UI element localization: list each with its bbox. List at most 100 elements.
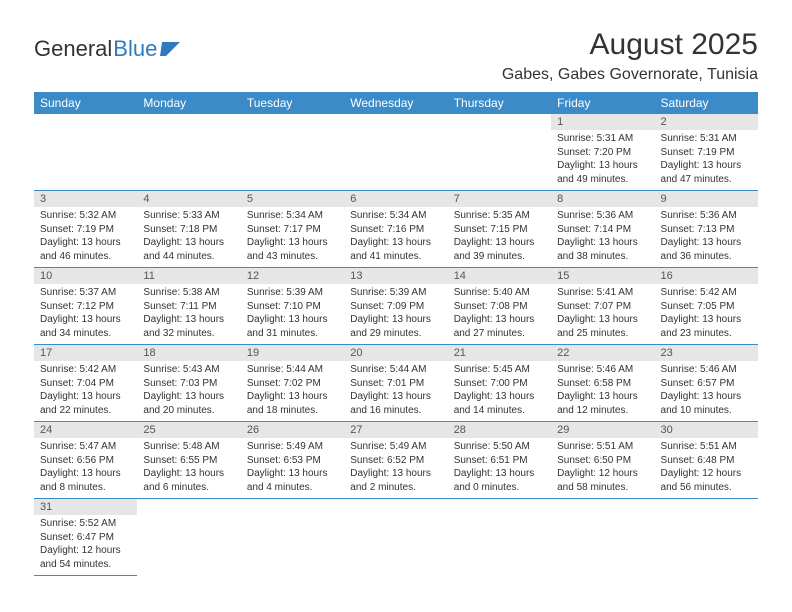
calendar-day-cell: .....: [344, 114, 447, 191]
day-detail: Sunrise: 5:47 AMSunset: 6:56 PMDaylight:…: [34, 438, 137, 498]
calendar-day-cell: 25Sunrise: 5:48 AMSunset: 6:55 PMDayligh…: [137, 422, 240, 499]
calendar-day-cell: 20Sunrise: 5:44 AMSunset: 7:01 PMDayligh…: [344, 345, 447, 422]
day-number: 29: [551, 422, 654, 438]
day-detail: Sunrise: 5:52 AMSunset: 6:47 PMDaylight:…: [34, 515, 137, 575]
sunrise-text: Sunrise: 5:34 AM: [247, 209, 338, 223]
daylight-text: Daylight: 13 hours and 46 minutes.: [40, 236, 131, 263]
daylight-text: Daylight: 13 hours and 12 minutes.: [557, 390, 648, 417]
calendar-week-row: 17Sunrise: 5:42 AMSunset: 7:04 PMDayligh…: [34, 345, 758, 422]
day-detail: Sunrise: 5:35 AMSunset: 7:15 PMDaylight:…: [448, 207, 551, 267]
calendar-table: Sunday Monday Tuesday Wednesday Thursday…: [34, 92, 758, 576]
day-detail: Sunrise: 5:36 AMSunset: 7:14 PMDaylight:…: [551, 207, 654, 267]
sunrise-text: Sunrise: 5:52 AM: [40, 517, 131, 531]
calendar-day-cell: 8Sunrise: 5:36 AMSunset: 7:14 PMDaylight…: [551, 191, 654, 268]
day-number: 23: [655, 345, 758, 361]
sunrise-text: Sunrise: 5:42 AM: [661, 286, 752, 300]
day-detail: Sunrise: 5:43 AMSunset: 7:03 PMDaylight:…: [137, 361, 240, 421]
day-detail: Sunrise: 5:51 AMSunset: 6:48 PMDaylight:…: [655, 438, 758, 498]
day-number: 27: [344, 422, 447, 438]
sunrise-text: Sunrise: 5:39 AM: [350, 286, 441, 300]
calendar-week-row: .........................1Sunrise: 5:31 …: [34, 114, 758, 191]
sunrise-text: Sunrise: 5:43 AM: [143, 363, 234, 377]
day-detail: Sunrise: 5:44 AMSunset: 7:01 PMDaylight:…: [344, 361, 447, 421]
calendar-day-cell: 2Sunrise: 5:31 AMSunset: 7:19 PMDaylight…: [655, 114, 758, 191]
calendar-day-cell: 29Sunrise: 5:51 AMSunset: 6:50 PMDayligh…: [551, 422, 654, 499]
day-number: 3: [34, 191, 137, 207]
daylight-text: Daylight: 13 hours and 39 minutes.: [454, 236, 545, 263]
weekday-header: Monday: [137, 92, 240, 114]
weekday-header: Sunday: [34, 92, 137, 114]
weekday-header: Wednesday: [344, 92, 447, 114]
day-detail: Sunrise: 5:34 AMSunset: 7:17 PMDaylight:…: [241, 207, 344, 267]
calendar-day-cell: 21Sunrise: 5:45 AMSunset: 7:00 PMDayligh…: [448, 345, 551, 422]
sunset-text: Sunset: 6:57 PM: [661, 377, 752, 391]
sunrise-text: Sunrise: 5:41 AM: [557, 286, 648, 300]
daylight-text: Daylight: 13 hours and 32 minutes.: [143, 313, 234, 340]
daylight-text: Daylight: 13 hours and 20 minutes.: [143, 390, 234, 417]
sunset-text: Sunset: 6:51 PM: [454, 454, 545, 468]
calendar-day-cell: 22Sunrise: 5:46 AMSunset: 6:58 PMDayligh…: [551, 345, 654, 422]
day-number: 10: [34, 268, 137, 284]
sunrise-text: Sunrise: 5:51 AM: [557, 440, 648, 454]
calendar-day-cell: 9Sunrise: 5:36 AMSunset: 7:13 PMDaylight…: [655, 191, 758, 268]
sunrise-text: Sunrise: 5:44 AM: [350, 363, 441, 377]
sunset-text: Sunset: 7:05 PM: [661, 300, 752, 314]
sunset-text: Sunset: 7:20 PM: [557, 146, 648, 160]
sunset-text: Sunset: 7:16 PM: [350, 223, 441, 237]
day-number: 7: [448, 191, 551, 207]
day-number: 12: [241, 268, 344, 284]
sunset-text: Sunset: 6:56 PM: [40, 454, 131, 468]
logo-text-1: General: [34, 36, 112, 62]
daylight-text: Daylight: 13 hours and 49 minutes.: [557, 159, 648, 186]
sunset-text: Sunset: 7:12 PM: [40, 300, 131, 314]
day-number: 5: [241, 191, 344, 207]
sunset-text: Sunset: 7:07 PM: [557, 300, 648, 314]
daylight-text: Daylight: 13 hours and 27 minutes.: [454, 313, 545, 340]
sunrise-text: Sunrise: 5:50 AM: [454, 440, 545, 454]
day-number: 18: [137, 345, 240, 361]
sunrise-text: Sunrise: 5:32 AM: [40, 209, 131, 223]
calendar-week-row: 31Sunrise: 5:52 AMSunset: 6:47 PMDayligh…: [34, 499, 758, 576]
sunrise-text: Sunrise: 5:31 AM: [557, 132, 648, 146]
day-detail: Sunrise: 5:51 AMSunset: 6:50 PMDaylight:…: [551, 438, 654, 498]
day-detail: Sunrise: 5:37 AMSunset: 7:12 PMDaylight:…: [34, 284, 137, 344]
sunset-text: Sunset: 7:09 PM: [350, 300, 441, 314]
day-detail: Sunrise: 5:46 AMSunset: 6:57 PMDaylight:…: [655, 361, 758, 421]
sunset-text: Sunset: 6:50 PM: [557, 454, 648, 468]
sunset-text: Sunset: 7:10 PM: [247, 300, 338, 314]
sunset-text: Sunset: 7:19 PM: [661, 146, 752, 160]
sunrise-text: Sunrise: 5:33 AM: [143, 209, 234, 223]
sunrise-text: Sunrise: 5:42 AM: [40, 363, 131, 377]
day-detail: Sunrise: 5:49 AMSunset: 6:53 PMDaylight:…: [241, 438, 344, 498]
sunset-text: Sunset: 7:19 PM: [40, 223, 131, 237]
page-title: August 2025: [502, 28, 758, 62]
calendar-day-cell: .....: [448, 114, 551, 191]
calendar-day-cell: 26Sunrise: 5:49 AMSunset: 6:53 PMDayligh…: [241, 422, 344, 499]
day-detail: Sunrise: 5:50 AMSunset: 6:51 PMDaylight:…: [448, 438, 551, 498]
calendar-day-cell: 14Sunrise: 5:40 AMSunset: 7:08 PMDayligh…: [448, 268, 551, 345]
day-number: 25: [137, 422, 240, 438]
calendar-day-cell: .....: [241, 114, 344, 191]
sunrise-text: Sunrise: 5:37 AM: [40, 286, 131, 300]
sunrise-text: Sunrise: 5:51 AM: [661, 440, 752, 454]
day-detail: Sunrise: 5:39 AMSunset: 7:09 PMDaylight:…: [344, 284, 447, 344]
daylight-text: Daylight: 13 hours and 0 minutes.: [454, 467, 545, 494]
daylight-text: Daylight: 13 hours and 31 minutes.: [247, 313, 338, 340]
calendar-day-cell: 18Sunrise: 5:43 AMSunset: 7:03 PMDayligh…: [137, 345, 240, 422]
daylight-text: Daylight: 13 hours and 8 minutes.: [40, 467, 131, 494]
sunrise-text: Sunrise: 5:39 AM: [247, 286, 338, 300]
calendar-day-cell: [241, 499, 344, 576]
day-number: 1: [551, 114, 654, 130]
weekday-header: Friday: [551, 92, 654, 114]
day-detail: Sunrise: 5:41 AMSunset: 7:07 PMDaylight:…: [551, 284, 654, 344]
daylight-text: Daylight: 13 hours and 29 minutes.: [350, 313, 441, 340]
daylight-text: Daylight: 13 hours and 2 minutes.: [350, 467, 441, 494]
sunrise-text: Sunrise: 5:36 AM: [661, 209, 752, 223]
daylight-text: Daylight: 13 hours and 4 minutes.: [247, 467, 338, 494]
calendar-day-cell: .....: [34, 114, 137, 191]
daylight-text: Daylight: 13 hours and 23 minutes.: [661, 313, 752, 340]
calendar-day-cell: [344, 499, 447, 576]
daylight-text: Daylight: 13 hours and 43 minutes.: [247, 236, 338, 263]
day-number: 17: [34, 345, 137, 361]
calendar-day-cell: 19Sunrise: 5:44 AMSunset: 7:02 PMDayligh…: [241, 345, 344, 422]
